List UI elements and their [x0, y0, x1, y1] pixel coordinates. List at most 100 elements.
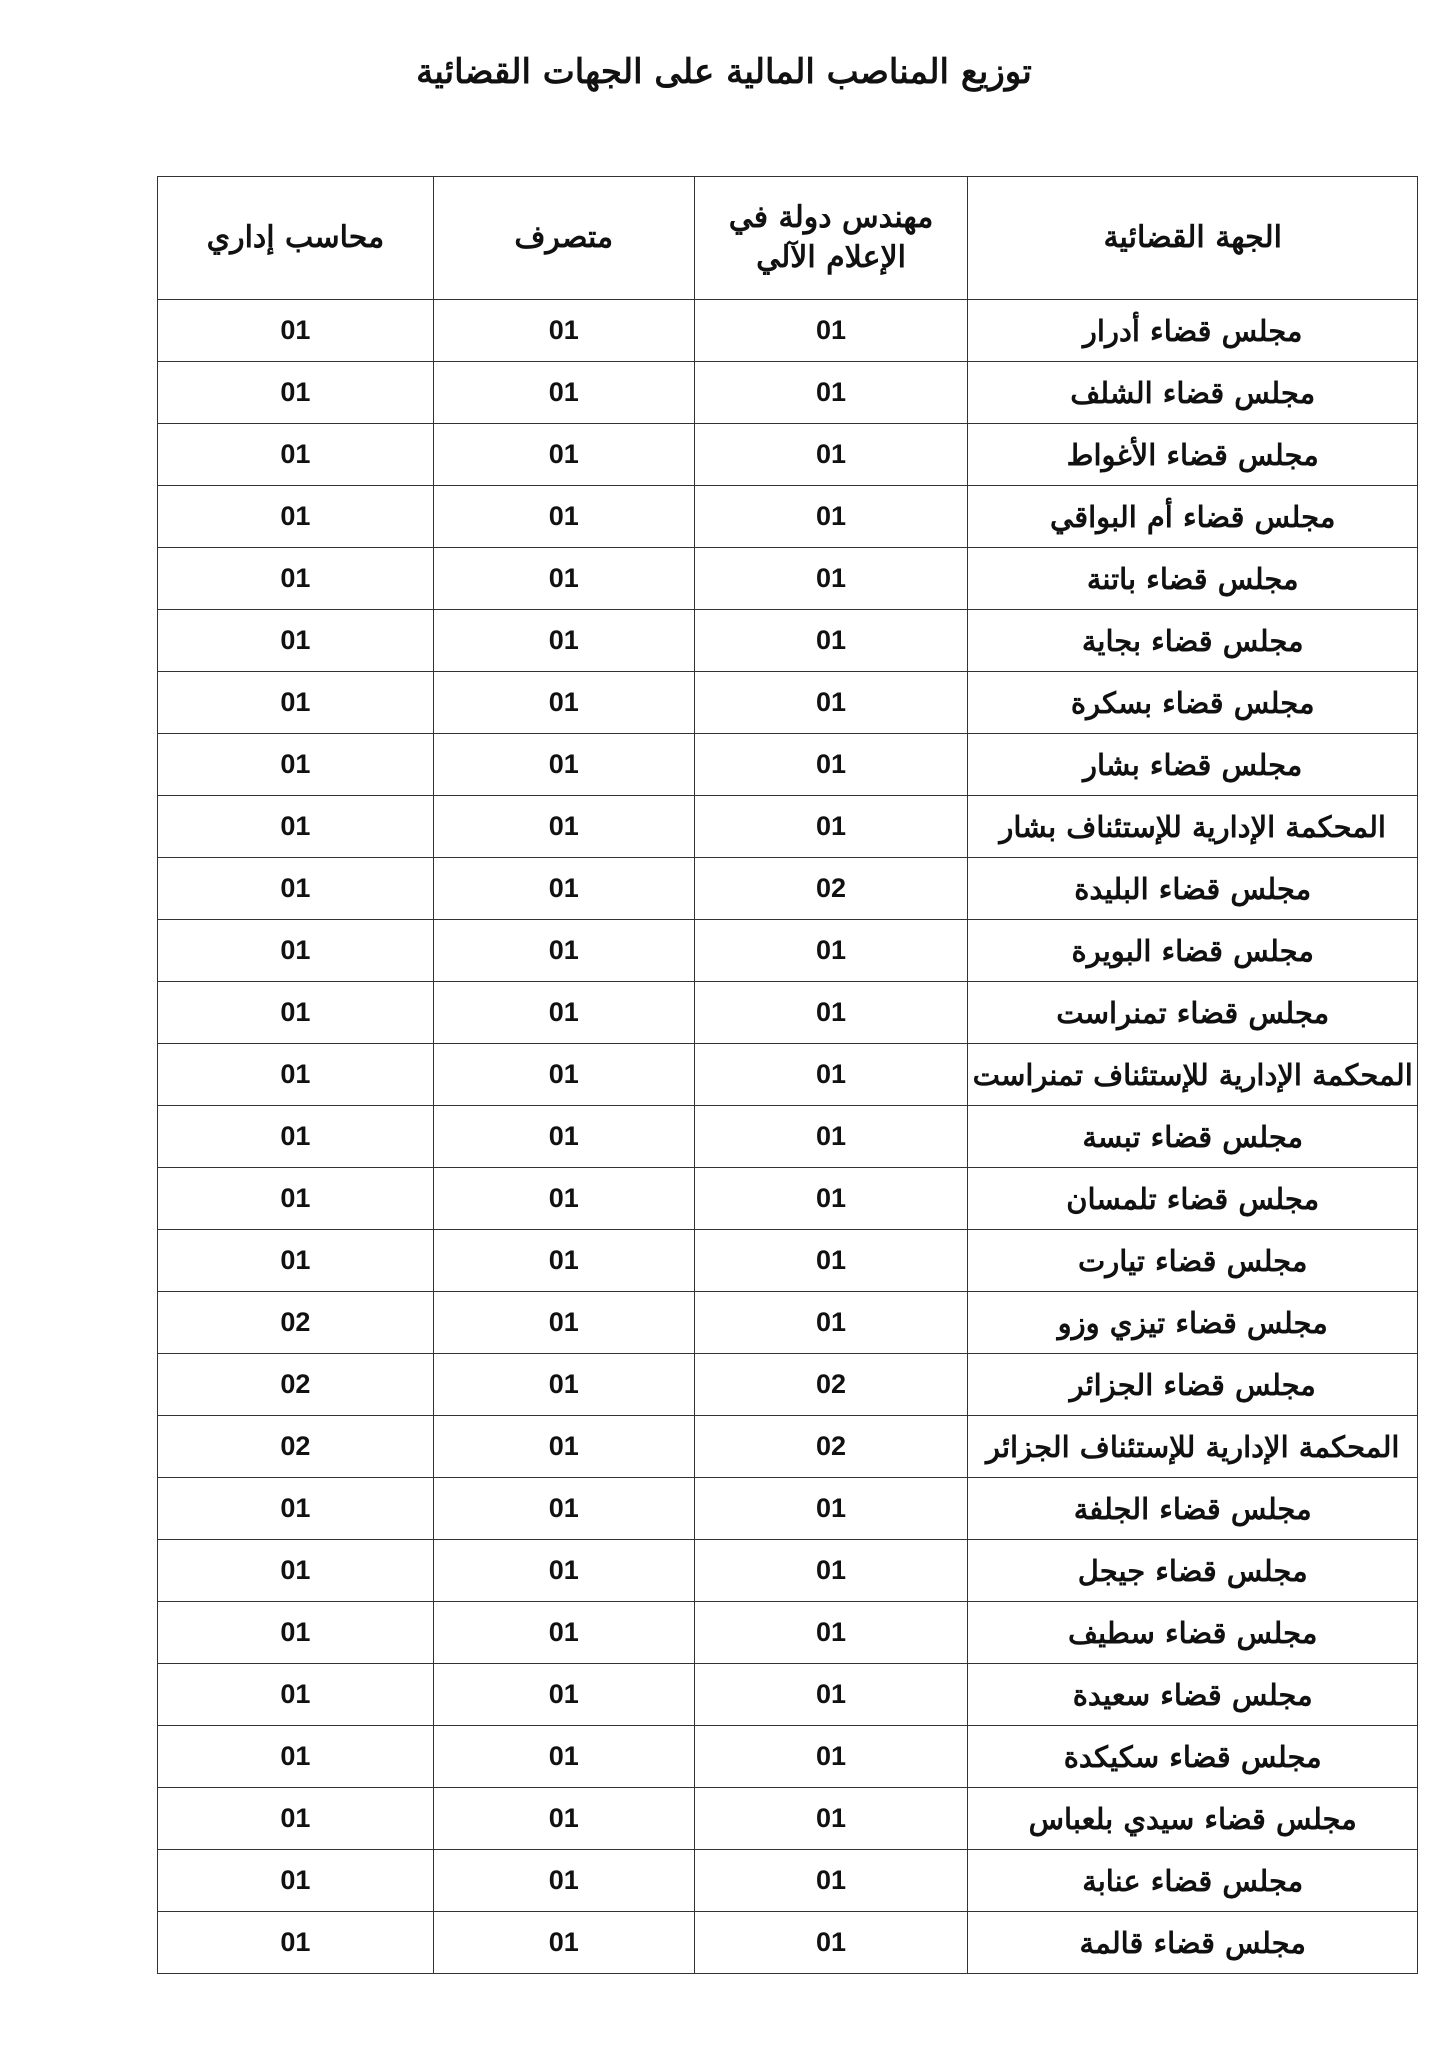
judicial-body-cell: مجلس قضاء عنابة [967, 1849, 1418, 1912]
accountant-count: 01 [157, 1105, 434, 1168]
it-engineer-count: 01 [693, 1911, 969, 1974]
judicial-body-cell: مجلس قضاء أم البواقي [967, 485, 1418, 548]
accountant-count: 01 [157, 1787, 434, 1850]
administrator-count: 01 [432, 857, 695, 920]
accountant-count: 01 [157, 547, 434, 610]
accountant-count: 01 [157, 1477, 434, 1540]
it-engineer-count: 01 [693, 919, 969, 982]
judicial-body-cell: مجلس قضاء قالمة [967, 1911, 1418, 1974]
accountant-count: 01 [157, 1043, 434, 1106]
administrator-count: 01 [432, 1849, 695, 1912]
judicial-body-cell: مجلس قضاء بسكرة [967, 671, 1418, 734]
table-row: مجلس قضاء قالمة 01 01 01 [157, 1911, 1418, 1974]
judicial-body-cell: مجلس قضاء تلمسان [967, 1167, 1418, 1230]
table-row: مجلس قضاء بشار 01 01 01 [157, 733, 1418, 796]
judicial-body-cell: مجلس قضاء بشار [967, 733, 1418, 796]
header-judicial-body: الجهة القضائية [967, 176, 1418, 300]
administrator-count: 01 [432, 1043, 695, 1106]
table-row: مجلس قضاء الجزائر 02 01 02 [157, 1353, 1418, 1416]
table-row: مجلس قضاء سكيكدة 01 01 01 [157, 1725, 1418, 1788]
accountant-count: 01 [157, 671, 434, 734]
administrator-count: 01 [432, 671, 695, 734]
administrator-count: 01 [432, 485, 695, 548]
accountant-count: 01 [157, 1539, 434, 1602]
it-engineer-count: 01 [693, 733, 969, 796]
table-row: مجلس قضاء بجاية 01 01 01 [157, 609, 1418, 672]
it-engineer-count: 01 [693, 1849, 969, 1912]
accountant-count: 02 [157, 1415, 434, 1478]
administrator-count: 01 [432, 1105, 695, 1168]
it-engineer-count: 01 [693, 1105, 969, 1168]
administrator-count: 01 [432, 1725, 695, 1788]
judicial-body-cell: مجلس قضاء سيدي بلعباس [967, 1787, 1418, 1850]
judicial-body-cell: مجلس قضاء سكيكدة [967, 1725, 1418, 1788]
it-engineer-count: 01 [693, 1725, 969, 1788]
judicial-body-cell: المحكمة الإدارية للإستئناف الجزائر [967, 1415, 1418, 1478]
accountant-count: 01 [157, 1229, 434, 1292]
accountant-count: 01 [157, 361, 434, 424]
administrator-count: 01 [432, 609, 695, 672]
accountant-count: 02 [157, 1353, 434, 1416]
it-engineer-count: 01 [693, 1663, 969, 1726]
judicial-body-cell: مجلس قضاء تبسة [967, 1105, 1418, 1168]
table-row: المحكمة الإدارية للإستئناف الجزائر 02 01 02 [157, 1415, 1418, 1478]
accountant-count: 01 [157, 981, 434, 1044]
administrator-count: 01 [432, 919, 695, 982]
it-engineer-count: 01 [693, 1787, 969, 1850]
administrator-count: 01 [432, 1291, 695, 1354]
administrator-count: 01 [432, 981, 695, 1044]
accountant-count: 01 [157, 299, 434, 362]
table-row: مجلس قضاء سطيف 01 01 01 [157, 1601, 1418, 1664]
administrator-count: 01 [432, 361, 695, 424]
it-engineer-count: 01 [693, 423, 969, 486]
judicial-body-cell: مجلس قضاء البليدة [967, 857, 1418, 920]
it-engineer-count: 01 [693, 299, 969, 362]
administrator-count: 01 [432, 1229, 695, 1292]
administrator-count: 01 [432, 733, 695, 796]
administrator-count: 01 [432, 1911, 695, 1974]
judicial-body-cell: مجلس قضاء الجزائر [967, 1353, 1418, 1416]
administrator-count: 01 [432, 547, 695, 610]
judicial-body-cell: مجلس قضاء باتنة [967, 547, 1418, 610]
accountant-count: 01 [157, 423, 434, 486]
judicial-body-cell: مجلس قضاء تمنراست [967, 981, 1418, 1044]
table-row: المحكمة الإدارية للإستئناف تمنراست 01 01 01 [157, 1043, 1418, 1106]
table-row: مجلس قضاء تبسة 01 01 01 [157, 1105, 1418, 1168]
table-row: مجلس قضاء تمنراست 01 01 01 [157, 981, 1418, 1044]
table-row: المحكمة الإدارية للإستئناف بشار 01 01 01 [157, 795, 1418, 858]
accountant-count: 01 [157, 857, 434, 920]
accountant-count: 01 [157, 919, 434, 982]
it-engineer-count: 02 [693, 1415, 969, 1478]
it-engineer-count: 01 [693, 609, 969, 672]
judicial-body-cell: مجلس قضاء الشلف [967, 361, 1418, 424]
it-engineer-count: 01 [693, 1601, 969, 1664]
administrator-count: 01 [432, 1477, 695, 1540]
table-row: مجلس قضاء بسكرة 01 01 01 [157, 671, 1418, 734]
table-row: مجلس قضاء أم البواقي 01 01 01 [157, 485, 1418, 548]
table-header-row: الجهة القضائية مهندس دولة في الإعلام الآ… [157, 176, 1418, 300]
judicial-body-cell: المحكمة الإدارية للإستئناف تمنراست [967, 1043, 1418, 1106]
it-engineer-count: 01 [693, 1539, 969, 1602]
judicial-body-cell: مجلس قضاء الأغواط [967, 423, 1418, 486]
administrator-count: 01 [432, 423, 695, 486]
administrator-count: 01 [432, 1539, 695, 1602]
it-engineer-count: 01 [693, 547, 969, 610]
judicial-body-cell: مجلس قضاء الجلفة [967, 1477, 1418, 1540]
judicial-body-cell: مجلس قضاء البويرة [967, 919, 1418, 982]
administrator-count: 01 [432, 1415, 695, 1478]
table-row: مجلس قضاء تيارت 01 01 01 [157, 1229, 1418, 1292]
administrator-count: 01 [432, 1787, 695, 1850]
it-engineer-count: 02 [693, 857, 969, 920]
it-engineer-count: 01 [693, 1167, 969, 1230]
judicial-body-cell: مجلس قضاء جيجل [967, 1539, 1418, 1602]
administrator-count: 01 [432, 299, 695, 362]
table-row: مجلس قضاء باتنة 01 01 01 [157, 547, 1418, 610]
it-engineer-count: 01 [693, 1229, 969, 1292]
table-row: مجلس قضاء الجلفة 01 01 01 [157, 1477, 1418, 1540]
table-row: مجلس قضاء الأغواط 01 01 01 [157, 423, 1418, 486]
administrator-count: 01 [432, 1663, 695, 1726]
it-engineer-count: 01 [693, 485, 969, 548]
document-title: توزيع المناصب المالية على الجهات القضائي… [416, 52, 1032, 92]
judicial-body-cell: مجلس قضاء سعيدة [967, 1663, 1418, 1726]
judicial-body-cell: مجلس قضاء سطيف [967, 1601, 1418, 1664]
